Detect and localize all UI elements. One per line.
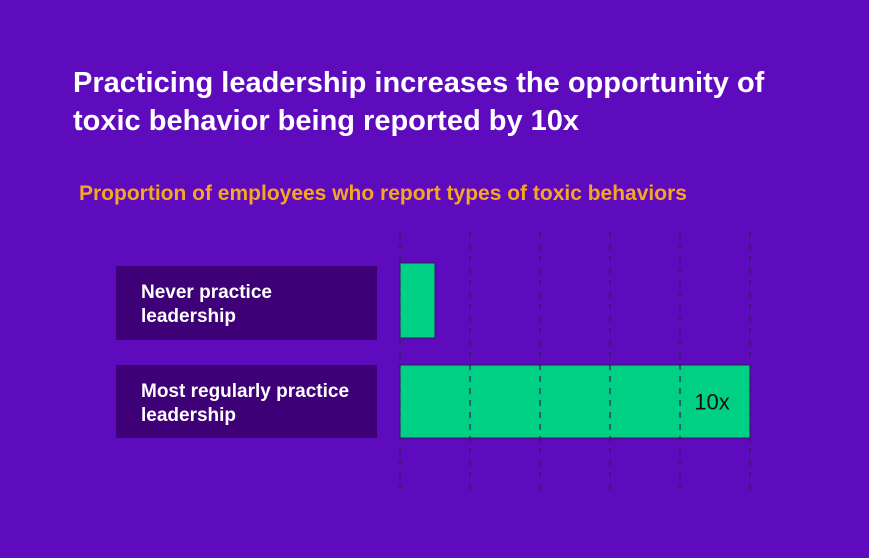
category-label: Most regularly practice leadership [141,381,349,426]
bar [399,364,751,439]
data-label: 10x [694,390,729,415]
bar [399,262,436,339]
category-label-box [116,365,377,438]
category-label: Never practice leadership [141,282,272,327]
category-label-box [116,266,377,340]
chart-title: Practicing leadership increases the oppo… [73,67,765,137]
chart-subtitle: Proportion of employees who report types… [79,182,687,205]
